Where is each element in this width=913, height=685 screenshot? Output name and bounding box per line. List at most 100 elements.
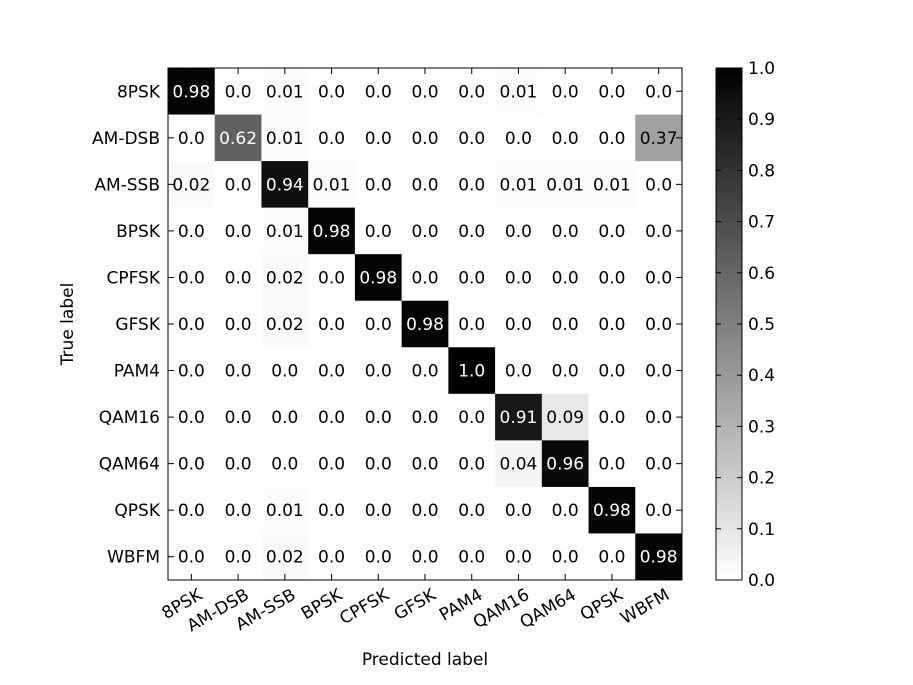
heatmap-cell [635,161,683,209]
heatmap-cell [495,486,543,534]
cell-value-label: 0.0 [318,501,345,521]
heatmap-cell [635,300,683,348]
cell-value-label: 0.0 [505,362,532,382]
heatmap-cell-labels: 0.98 0.0 0.01 0.0 0.0 0.0 0.0 0.01 0.0 0.0 0.0 0.0 0… [172,82,677,567]
cell-value-label: 0.0 [411,501,438,521]
cell-value-label: 0.98 [359,268,397,288]
heatmap-cell [168,533,216,581]
heatmap-cell [588,207,636,255]
cell-value-label: 0.0 [645,222,672,242]
cell-value-label: 0.37 [640,129,678,149]
x-tick-label: WBFM [617,585,673,629]
cell-value-label: 0.0 [598,455,625,475]
heatmap-cell [448,254,496,302]
heatmap-cell [308,68,356,116]
heatmap-cell [168,440,216,488]
heatmap-cell [214,300,262,348]
cell-value-label: 0.01 [500,82,538,102]
cell-value-label: 0.0 [225,175,252,195]
cell-value-label: 0.0 [552,362,579,382]
heatmap-cell [495,207,543,255]
heatmap-cell [308,254,356,302]
heatmap-cell [354,347,403,395]
cell-value-label: 0.0 [458,129,485,149]
heatmap-cell [214,68,262,116]
cell-value-label: 0.0 [598,129,625,149]
heatmap-cell [308,533,356,581]
heatmap-cell [495,347,543,395]
heatmap-cell [168,114,216,162]
cell-value-label: 0.0 [411,408,438,428]
cell-value-label: 0.91 [500,408,538,428]
heatmap-cell [495,300,543,348]
heatmap-cell [401,161,449,209]
heatmap-cell [214,393,262,441]
heatmap-cell [448,393,496,441]
cell-value-label: 0.0 [225,408,252,428]
cell-value-label: 1.0 [458,362,485,382]
y-tick-label: WBFM [107,548,160,568]
cell-value-label: 0.0 [458,222,485,242]
heatmap-cell [448,207,496,255]
cell-value-label: 0.0 [505,129,532,149]
cell-value-label: 0.94 [266,175,304,195]
cell-value-label: 0.98 [172,82,210,102]
cell-value-label: 0.0 [552,129,579,149]
cell-value-label: 0.0 [365,455,392,475]
cell-value-label: 0.0 [411,455,438,475]
cell-value-label: 0.0 [365,315,392,335]
cell-value-label: 0.0 [411,548,438,568]
cell-value-label: 0.0 [318,268,345,288]
cell-value-label: 0.0 [271,455,298,475]
cell-value-label: 0.02 [266,548,304,568]
heatmap-cell [635,207,683,255]
heatmap-cell [308,440,356,488]
heatmap-cell [308,347,356,395]
heatmap-cell [635,114,683,162]
cell-value-label: 0.01 [313,175,351,195]
cell-value-label: 0.0 [505,315,532,335]
heatmap-cell [354,114,403,162]
heatmap-cell [214,114,262,162]
cell-value-label: 0.98 [593,501,631,521]
cell-value-label: 0.0 [318,362,345,382]
heatmap-cell [541,68,590,116]
cell-value-label: 0.0 [598,268,625,288]
cell-value-label: 0.96 [546,455,584,475]
y-tick-label: QPSK [114,501,160,521]
heatmap-cell [168,68,216,116]
cell-value-label: 0.0 [552,315,579,335]
cell-value-label: 0.0 [411,268,438,288]
cell-value-label: 0.0 [225,268,252,288]
cell-value-label: 0.0 [225,455,252,475]
cell-value-label: 0.62 [219,129,257,149]
cell-value-label: 0.0 [178,548,205,568]
cell-value-label: 0.0 [318,408,345,428]
heatmap-cell [401,300,449,348]
cell-value-label: 0.01 [500,175,538,195]
heatmap-cell [448,114,496,162]
heatmap-cell [401,68,449,116]
heatmap-cell [448,440,496,488]
colorbar-tick-label: 0.4 [748,366,775,386]
cell-value-label: 0.0 [458,455,485,475]
cell-value-label: 0.98 [313,222,351,242]
heatmap-cell [214,533,262,581]
heatmap-cell [261,440,309,488]
y-tick-label: PAM4 [114,362,160,382]
heatmap-cell [495,533,543,581]
cell-value-label: 0.0 [552,82,579,102]
cell-value-label: 0.0 [645,175,672,195]
heatmap-cell [541,347,590,395]
cell-value-label: 0.0 [178,362,205,382]
cell-value-label: 0.0 [505,268,532,288]
cell-value-label: 0.01 [266,82,304,102]
cell-value-label: 0.0 [225,82,252,102]
heatmap-cell [541,486,590,534]
heatmap-cell [168,393,216,441]
y-tick-label: GFSK [115,315,160,335]
y-tick-label: BPSK [116,222,161,242]
heatmap-cell [354,300,403,348]
heatmap-cell [635,68,683,116]
heatmap-cell [495,393,543,441]
